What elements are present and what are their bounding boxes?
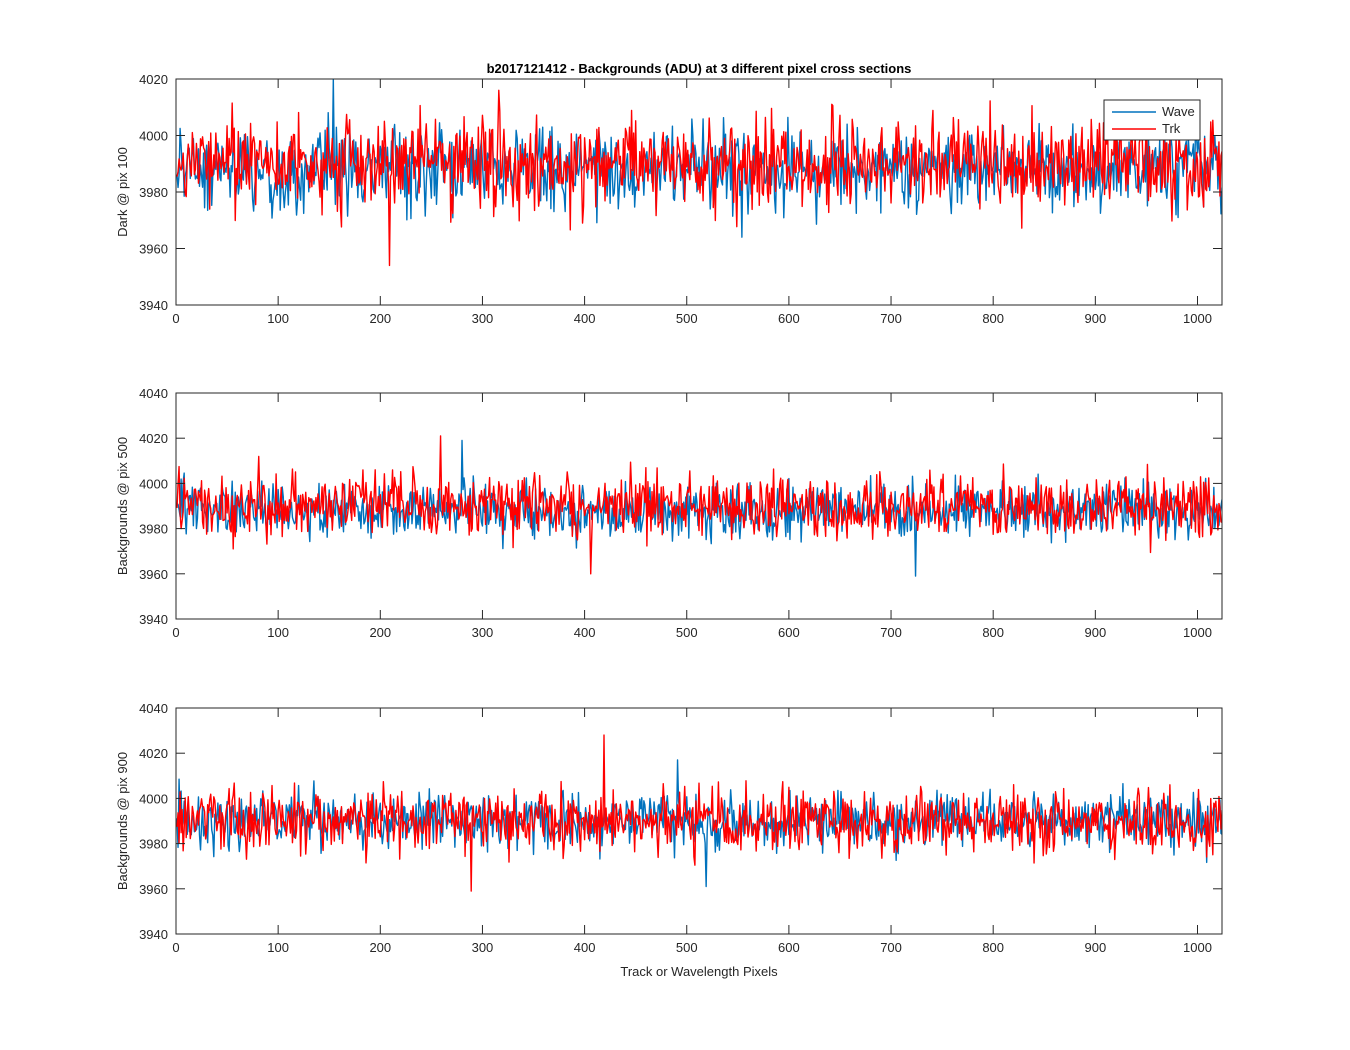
x-tick-label: 800 bbox=[982, 940, 1004, 955]
axes-box bbox=[175, 707, 1223, 935]
x-tick-label: 1000 bbox=[1183, 625, 1212, 640]
legend: Wave Trk bbox=[1103, 99, 1201, 141]
y-tick-label: 3960 bbox=[139, 882, 168, 897]
x-tick-label: 800 bbox=[982, 311, 1004, 326]
x-tick-label: 400 bbox=[574, 311, 596, 326]
y-tick-label: 3940 bbox=[139, 612, 168, 627]
x-tick-label: 600 bbox=[778, 625, 800, 640]
y-tick-label: 4000 bbox=[139, 476, 168, 491]
x-tick-label: 300 bbox=[472, 311, 494, 326]
y-tick-label: 3940 bbox=[139, 927, 168, 942]
panels: 0 100 200 300 400 500 600 700 800 900 100039403960… bbox=[115, 72, 1223, 955]
series-line-trk bbox=[176, 734, 1222, 892]
x-tick-label: 200 bbox=[369, 625, 391, 640]
x-tick-label: 500 bbox=[676, 940, 698, 955]
x-tick-label: 500 bbox=[676, 625, 698, 640]
x-tick-label: 100 bbox=[267, 311, 289, 326]
y-tick-label: 4040 bbox=[139, 386, 168, 401]
x-tick-label: 600 bbox=[778, 311, 800, 326]
x-tick-label: 400 bbox=[574, 625, 596, 640]
y-axis-label: Backgrounds @ pix 900 bbox=[115, 752, 130, 890]
x-tick-label: 200 bbox=[369, 940, 391, 955]
legend-label-trk: Trk bbox=[1162, 121, 1181, 136]
panel-3: 0 100 200 300 400 500 600 700 800 900 1000 3940 3960… bbox=[115, 701, 1223, 955]
x-axis-label: Track or Wavelength Pixels bbox=[620, 964, 778, 979]
y-tick-label: 3960 bbox=[139, 567, 168, 582]
y-tick-label: 4000 bbox=[139, 129, 168, 144]
panel-2: 0 100 200 300 400 500 600 700 800 900 1000 3940 3960… bbox=[115, 386, 1223, 640]
y-tick-label: 3980 bbox=[139, 522, 168, 537]
x-tick-label: 800 bbox=[982, 625, 1004, 640]
y-axis-label: Backgrounds @ pix 500 bbox=[115, 437, 130, 575]
x-tick-label: 300 bbox=[472, 940, 494, 955]
chart-title: b2017121412 - Backgrounds (ADU) at 3 dif… bbox=[487, 61, 912, 76]
y-axis-label: Dark @ pix 100 bbox=[115, 147, 130, 237]
x-tick-label: 600 bbox=[778, 940, 800, 955]
x-tick-label: 100 bbox=[267, 625, 289, 640]
x-tick-label: 700 bbox=[880, 940, 902, 955]
x-tick-label: 400 bbox=[574, 940, 596, 955]
x-tick-label: 900 bbox=[1084, 311, 1106, 326]
y-tick-label: 4020 bbox=[139, 72, 168, 87]
y-tick-label: 3960 bbox=[139, 242, 168, 257]
x-tick-label: 900 bbox=[1084, 625, 1106, 640]
y-tick-label: 4020 bbox=[139, 431, 168, 446]
y-tick-label: 4000 bbox=[139, 791, 168, 806]
x-tick-label: 0 bbox=[172, 940, 179, 955]
axes-box bbox=[175, 392, 1223, 620]
y-tick-label: 3980 bbox=[139, 185, 168, 200]
series-line-wave bbox=[176, 79, 1222, 238]
x-tick-label: 1000 bbox=[1183, 311, 1212, 326]
x-tick-label: 700 bbox=[880, 311, 902, 326]
x-tick-label: 1000 bbox=[1183, 940, 1212, 955]
plot-area bbox=[176, 79, 1222, 305]
series-line-trk bbox=[176, 435, 1222, 575]
x-tick-label: 900 bbox=[1084, 940, 1106, 955]
y-tick-label: 3980 bbox=[139, 837, 168, 852]
x-tick-label: 0 bbox=[172, 311, 179, 326]
x-tick-label: 100 bbox=[267, 940, 289, 955]
legend-label-wave: Wave bbox=[1162, 104, 1195, 119]
y-tick-label: 3940 bbox=[139, 298, 168, 313]
x-tick-label: 0 bbox=[172, 625, 179, 640]
x-tick-label: 700 bbox=[880, 625, 902, 640]
x-tick-label: 300 bbox=[472, 625, 494, 640]
x-tick-label: 500 bbox=[676, 311, 698, 326]
y-tick-label: 4020 bbox=[139, 746, 168, 761]
panel-1: 0 100 200 300 400 500 600 700 800 900 1000 3940 3960… bbox=[115, 72, 1223, 326]
x-tick-label: 200 bbox=[369, 311, 391, 326]
series-line-trk bbox=[176, 89, 1222, 267]
y-tick-label: 4040 bbox=[139, 701, 168, 716]
legend-box bbox=[1103, 99, 1201, 141]
